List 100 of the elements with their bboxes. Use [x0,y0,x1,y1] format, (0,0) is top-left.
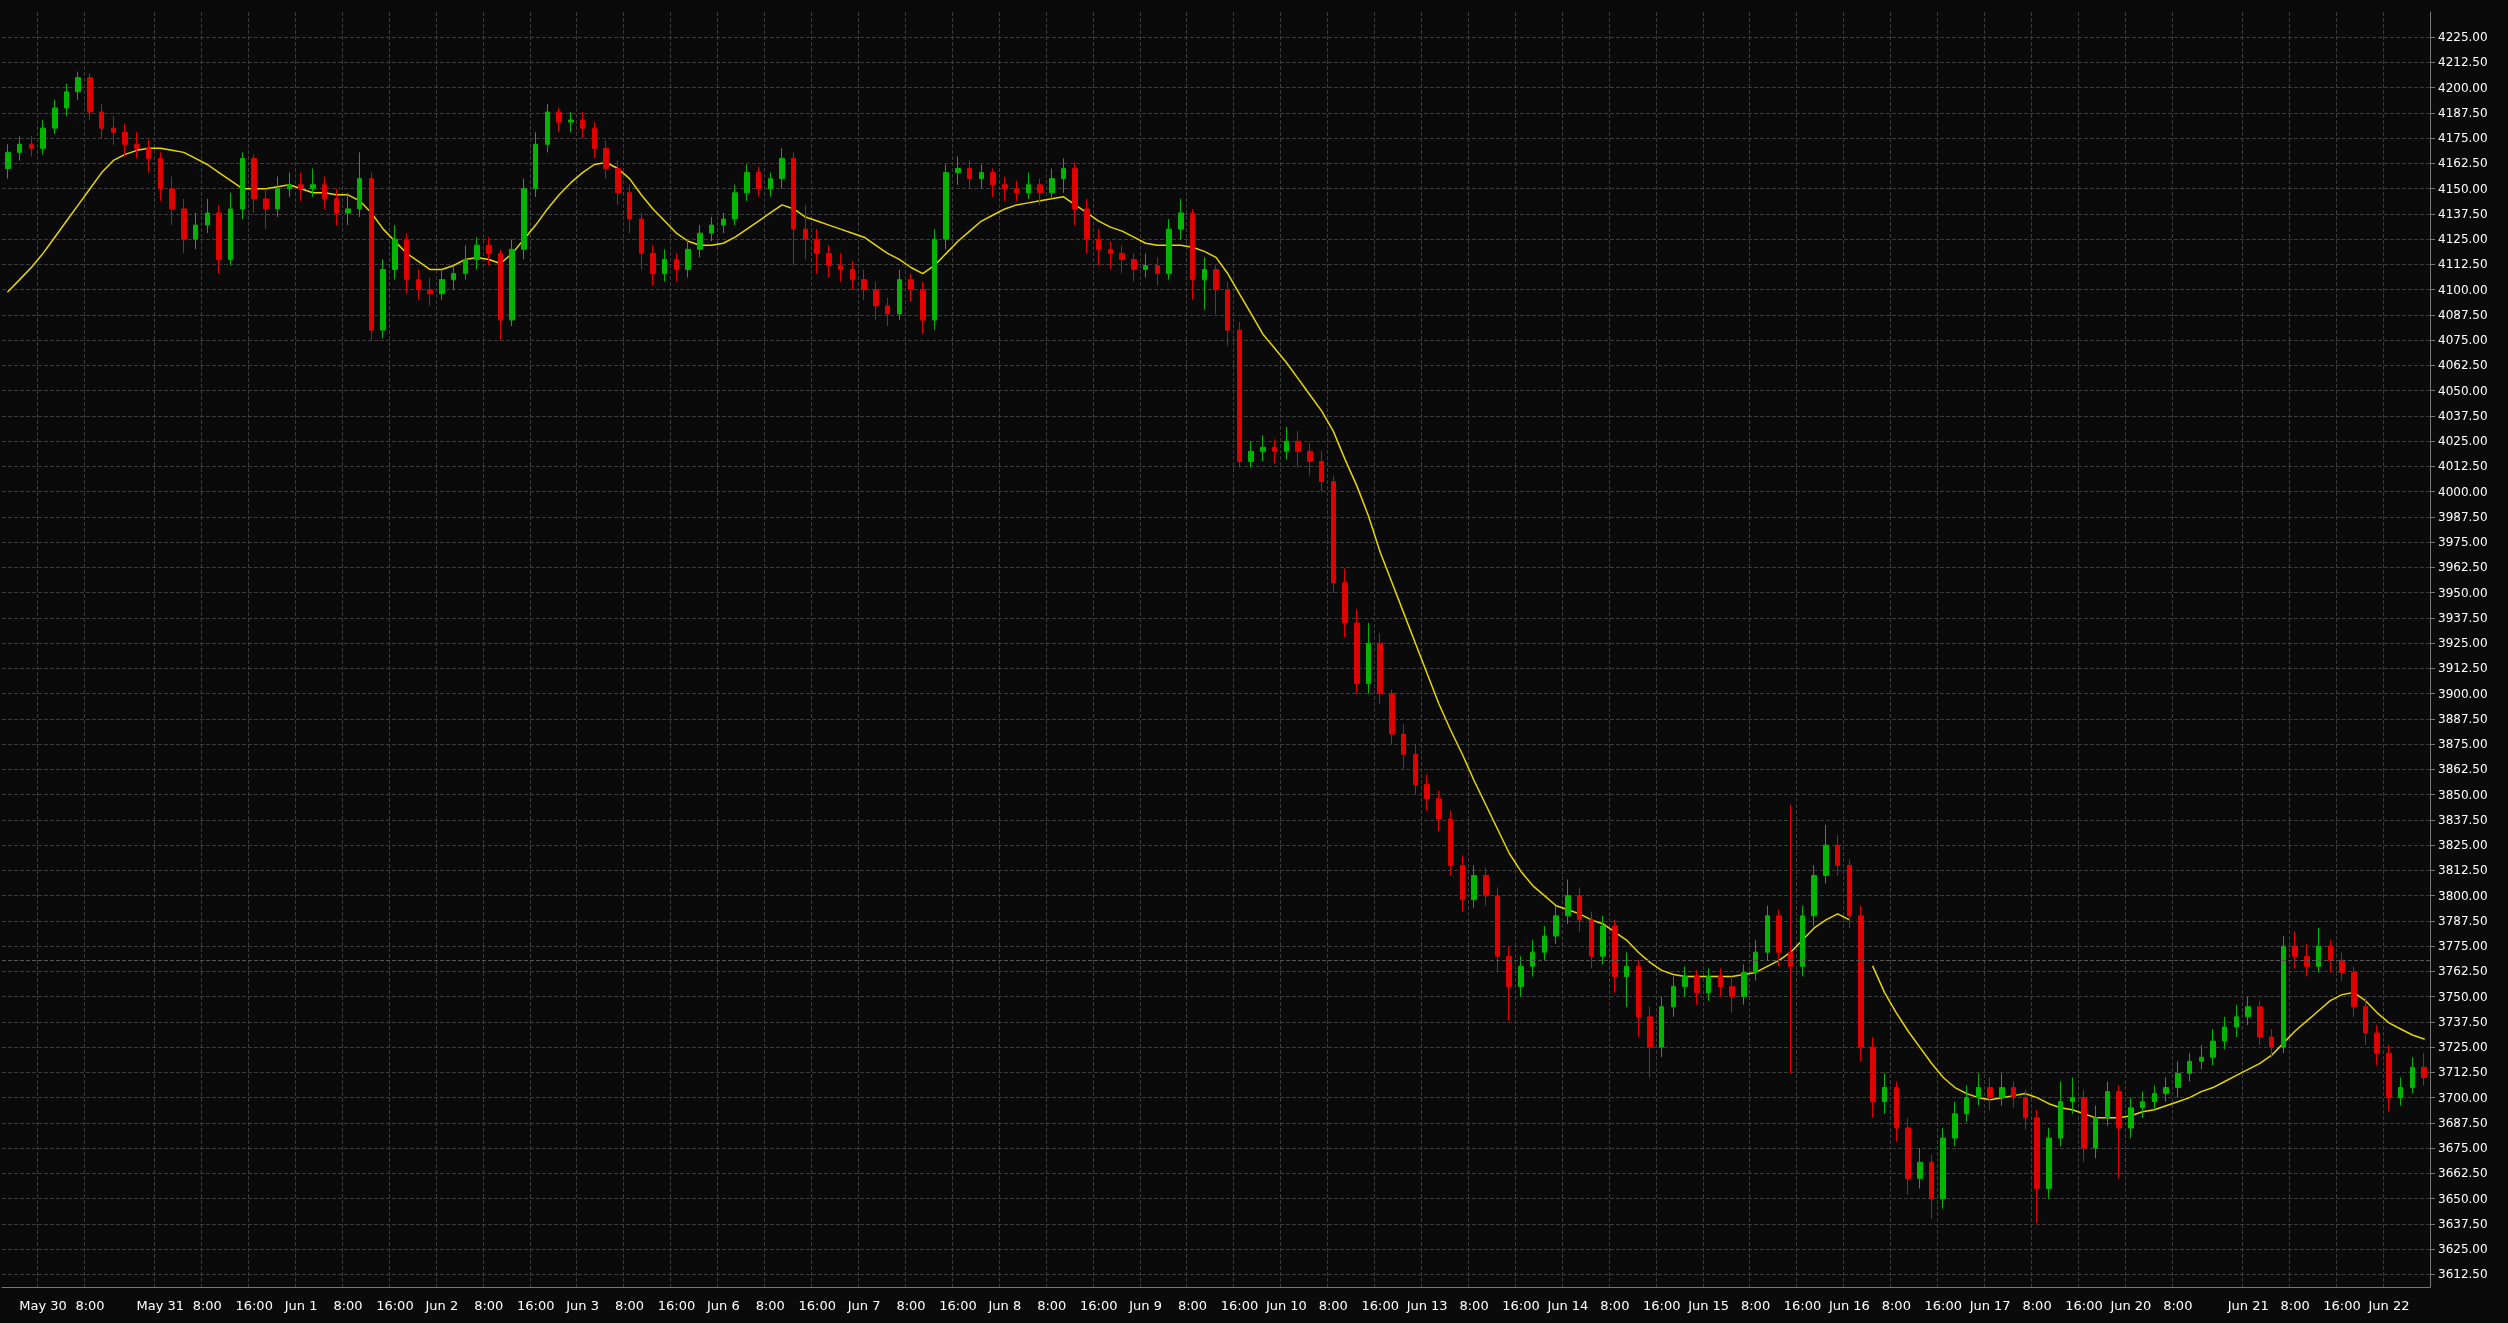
candlestick [615,159,621,206]
candlestick [1237,321,1242,468]
candlestick [2339,951,2345,981]
candlestick [2116,1085,2122,1179]
y-tick-label: 3825.00 [2438,838,2488,853]
candlestick [251,153,257,214]
candlestick [2410,1056,2415,1095]
candlestick [1729,975,1735,1014]
x-tick-label: 16:00 [2323,1298,2361,1313]
x-tick-label: 8:00 [1037,1298,1067,1313]
candlestick [1014,180,1019,202]
y-tick-label: 3762.50 [2438,964,2488,979]
candlestick [1929,1153,1934,1220]
candlestick [1811,864,1817,927]
candlestick [1987,1076,1993,1111]
candlestick [2105,1080,2110,1127]
x-tick-label: 8:00 [755,1298,785,1313]
x-tick-label: Jun 8 [987,1298,1022,1313]
y-tick-label: 3962.50 [2438,560,2488,575]
x-tick-label: 16:00 [2065,1298,2103,1313]
x-tick-label: 16:00 [376,1298,414,1313]
x-tick-label: 8:00 [896,1298,926,1313]
y-tick-label: 3925.00 [2438,636,2488,651]
candlestick [568,111,574,133]
candlestick [463,244,468,281]
candlestick [322,176,327,210]
x-tick-label: 16:00 [516,1298,555,1313]
y-tick-label: 3812.50 [2438,863,2488,878]
x-tick-label: 8:00 [2022,1298,2052,1313]
candlestick [1002,176,1008,202]
y-tick-label: 3875.00 [2438,737,2488,752]
candlestick [1542,925,1547,961]
y-tick-label: 4000.00 [2438,484,2488,499]
y-tick-label: 4137.50 [2438,206,2488,221]
candlestick [134,131,140,159]
x-tick-label: 16:00 [1361,1298,1399,1313]
candlestick [2304,943,2310,977]
x-tick-label: Jun 1 [283,1298,318,1313]
candlestick [2316,927,2321,973]
candlestick [334,188,339,226]
y-tick-label: 3950.00 [2438,585,2488,600]
candlestick [1190,208,1195,301]
candlestick [1131,252,1137,283]
candlestick [392,224,398,281]
candlestick [1600,915,1606,965]
candlestick [2011,1080,2016,1109]
candlestick [1788,804,1793,1074]
candlestick [275,176,280,218]
x-tick-label: 8:00 [614,1298,645,1313]
candlestick [1917,1147,1923,1190]
candlestick [2398,1076,2403,1107]
x-tick-label: 16:00 [235,1298,273,1313]
y-tick-label: 4162.50 [2438,156,2488,171]
y-tick-label: 3850.00 [2438,787,2488,802]
candlestick [1319,450,1324,493]
candlestick [1999,1072,2005,1107]
candlestick [627,184,632,234]
candlestick [791,151,796,266]
y-tick-label: 3637.50 [2438,1216,2488,1231]
candlestick [885,297,890,327]
x-tick-label: Jun 10 [1264,1298,1307,1313]
y-tick-label: 4225.00 [2438,30,2488,45]
y-tick-label: 4125.00 [2438,232,2488,247]
x-tick-label: Jun 7 [846,1298,881,1313]
candlestick [287,172,292,198]
candlestick [263,188,269,230]
candlestick [1940,1127,1946,1210]
candlestick [1448,810,1453,876]
candlestick [1471,864,1477,909]
candlestick [1096,228,1101,266]
candlestick [1565,879,1571,925]
x-tick-label: 8:00 [1881,1298,1911,1313]
y-tick-label: 3900.00 [2438,686,2488,701]
candlestick [509,238,515,327]
y-tick-label: 3775.00 [2438,939,2488,954]
candlestick [1671,975,1676,1018]
x-tick-label: Jun 20 [2109,1298,2152,1313]
candlestick [697,224,703,258]
candlestick [193,212,198,250]
x-tick-label: 16:00 [798,1298,836,1313]
candlestick [744,164,750,202]
candlestick [474,236,480,271]
candlestick [1835,834,1840,876]
y-tick-label: 3837.50 [2438,812,2488,827]
y-tick-label: 4200.00 [2438,80,2488,95]
candlestick [2128,1097,2134,1139]
candlestick [556,107,562,133]
y-tick-label: 3975.00 [2438,535,2488,550]
candlestick [1553,905,1559,945]
candlestick [1354,608,1360,695]
candlestick [838,252,843,283]
y-tick-label: 3662.50 [2438,1166,2488,1181]
x-tick-label: Jun 3 [565,1298,599,1313]
candlestick [1694,969,1700,1006]
x-tick-label: 8:00 [1740,1298,1771,1313]
candlestick [2386,1044,2392,1113]
candlestick [1776,909,1782,967]
candlestick [1284,426,1289,460]
candlestick [87,73,93,121]
candlestick [650,244,656,287]
